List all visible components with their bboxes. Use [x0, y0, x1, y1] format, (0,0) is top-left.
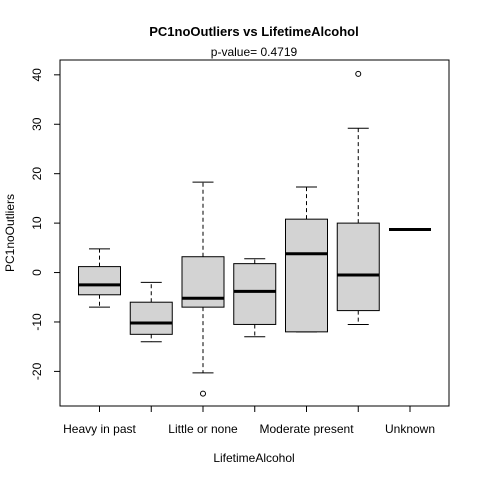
box-group [285, 186, 328, 333]
iqr-box [233, 263, 277, 325]
iqr-box [336, 222, 380, 312]
y-axis: -20 -10 0 10 20 30 40 [30, 68, 61, 380]
iqr-box [78, 266, 121, 296]
box-group [129, 281, 173, 343]
box-group [181, 181, 225, 397]
x-axis-label: LifetimeAlcohol [213, 451, 294, 465]
x-tick-label: Heavy in past [63, 422, 136, 436]
box-group [336, 70, 380, 325]
box-group [78, 248, 121, 308]
x-tick-label: Unknown [385, 422, 435, 436]
outlier-point [200, 390, 206, 397]
box-group [233, 258, 277, 338]
y-tick-label: 40 [30, 68, 44, 82]
x-axis: Heavy in past Little or none Moderate pres… [63, 405, 435, 436]
iqr-box [129, 301, 173, 335]
y-tick-label: 10 [30, 216, 44, 230]
chart-subtitle: p-value= 0.4719 [211, 45, 298, 59]
y-tick-label: 30 [30, 117, 44, 131]
y-tick-label: -10 [30, 313, 44, 331]
x-tick-label: Little or none [168, 422, 238, 436]
y-tick-label: 0 [30, 269, 44, 276]
y-axis-label: PC1noOutliers [3, 194, 17, 272]
y-tick-label: 20 [30, 167, 44, 181]
y-tick-label: -20 [30, 362, 44, 380]
x-tick-label: Moderate present [259, 422, 354, 436]
outlier-point [355, 70, 362, 77]
iqr-box [285, 218, 328, 333]
boxes-layer [78, 70, 431, 397]
chart-title: PC1noOutliers vs LifetimeAlcohol [149, 24, 359, 39]
